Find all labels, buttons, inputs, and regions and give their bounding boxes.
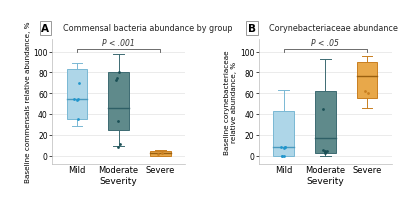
Point [158, 152, 165, 155]
Point [114, 77, 120, 80]
X-axis label: Severity: Severity [100, 176, 138, 185]
Point [282, 146, 288, 149]
Point [320, 108, 327, 111]
FancyBboxPatch shape [273, 111, 294, 156]
Point [155, 153, 162, 156]
Text: A: A [41, 24, 49, 34]
Point [74, 99, 80, 103]
Point [324, 150, 330, 153]
Point [115, 146, 122, 149]
FancyBboxPatch shape [108, 73, 129, 130]
Point [279, 154, 285, 157]
Point [71, 98, 78, 102]
Point [74, 98, 81, 102]
Point [362, 90, 368, 93]
Point [280, 154, 287, 157]
Point [281, 147, 288, 150]
FancyBboxPatch shape [356, 63, 378, 99]
Point [75, 118, 82, 121]
Point [322, 151, 328, 154]
Point [282, 146, 288, 149]
Text: P < .001: P < .001 [102, 39, 135, 48]
Y-axis label: Baseline corynebacteriaceae
relative abundance, %: Baseline corynebacteriaceae relative abu… [224, 50, 237, 154]
Point [75, 82, 82, 85]
Point [115, 71, 122, 75]
Y-axis label: Baseline commensals relative abundance, %: Baseline commensals relative abundance, … [24, 22, 30, 182]
FancyBboxPatch shape [150, 152, 171, 156]
Text: B: B [248, 24, 256, 34]
Point [113, 79, 119, 82]
FancyBboxPatch shape [315, 92, 336, 154]
Point [319, 149, 326, 152]
Point [278, 146, 284, 149]
X-axis label: Severity: Severity [306, 176, 344, 185]
Point [322, 152, 328, 155]
Point [322, 150, 328, 153]
Text: Corynebacteriaceae abundance by group: Corynebacteriaceae abundance by group [269, 24, 400, 33]
Point [279, 154, 285, 157]
Text: P < .05: P < .05 [311, 39, 339, 48]
Point [117, 143, 123, 146]
Point [115, 120, 122, 123]
Point [365, 92, 372, 95]
FancyBboxPatch shape [66, 70, 88, 120]
Text: Commensal bacteria abundance by group: Commensal bacteria abundance by group [63, 24, 232, 33]
